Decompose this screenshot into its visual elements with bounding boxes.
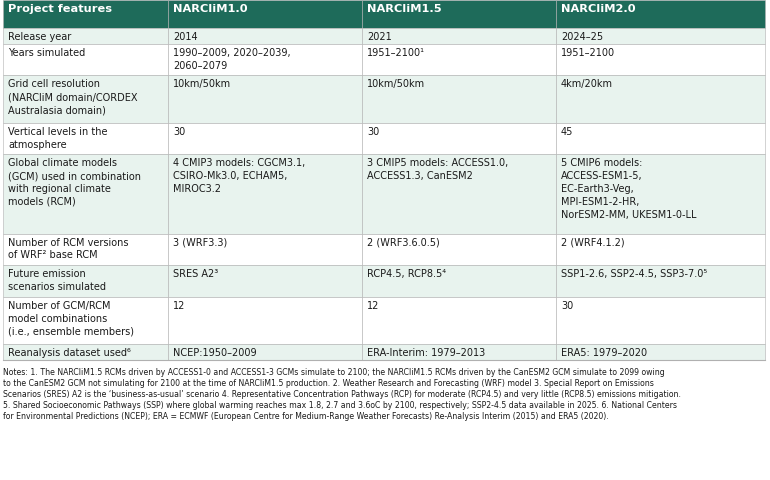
Text: Vertical levels in the
atmosphere: Vertical levels in the atmosphere <box>8 127 108 150</box>
Text: 2021: 2021 <box>367 32 392 42</box>
Bar <box>168 234 362 265</box>
Text: Number of GCM/RCM
model combinations
(i.e., ensemble members): Number of GCM/RCM model combinations (i.… <box>8 301 134 336</box>
Bar <box>3 123 168 155</box>
Text: 12: 12 <box>173 301 186 311</box>
Text: Grid cell resolution
(NARCliM domain/CORDEX
Australasia domain): Grid cell resolution (NARCliM domain/COR… <box>8 79 138 115</box>
Text: 10km/50km: 10km/50km <box>367 79 425 89</box>
Text: 30: 30 <box>367 127 380 137</box>
Bar <box>556 44 765 75</box>
Bar <box>3 234 168 265</box>
Text: 2 (WRF3.6.0.5): 2 (WRF3.6.0.5) <box>367 238 440 248</box>
Bar <box>3 344 168 360</box>
Text: SSP1-2.6, SSP2-4.5, SSP3-7.0⁵: SSP1-2.6, SSP2-4.5, SSP3-7.0⁵ <box>561 269 708 279</box>
Bar <box>556 0 765 28</box>
Text: 3 CMIP5 models: ACCESS1.0,
ACCESS1.3, CanESM2: 3 CMIP5 models: ACCESS1.0, ACCESS1.3, Ca… <box>367 158 508 181</box>
Text: Project features: Project features <box>8 4 112 14</box>
Text: Release year: Release year <box>8 32 72 42</box>
Text: NARCliM2.0: NARCliM2.0 <box>561 4 635 14</box>
Bar <box>556 265 765 297</box>
Bar <box>362 265 556 297</box>
Bar <box>3 75 168 123</box>
Bar <box>556 123 765 155</box>
Bar <box>3 0 168 28</box>
Text: 4km/20km: 4km/20km <box>561 79 613 89</box>
Bar <box>362 344 556 360</box>
Bar <box>362 123 556 155</box>
Bar <box>3 265 168 297</box>
Bar <box>556 155 765 234</box>
Text: 5 CMIP6 models:
ACCESS-ESM1-5,
EC-Earth3-Veg,
MPI-ESM1-2-HR,
NorESM2-MM, UKESM1-: 5 CMIP6 models: ACCESS-ESM1-5, EC-Earth3… <box>561 158 697 220</box>
Bar <box>168 123 362 155</box>
Bar <box>3 155 168 234</box>
Bar <box>3 44 168 75</box>
Text: Notes: 1. The NARCliM1.5 RCMs driven by ACCESS1-0 and ACCESS1-3 GCMs simulate to: Notes: 1. The NARCliM1.5 RCMs driven by … <box>3 368 681 421</box>
Text: Number of RCM versions
of WRF² base RCM: Number of RCM versions of WRF² base RCM <box>8 238 129 260</box>
Text: ERA-Interim: 1979–2013: ERA-Interim: 1979–2013 <box>367 348 485 358</box>
Bar <box>362 28 556 44</box>
Bar <box>3 28 168 44</box>
Text: 2024–25: 2024–25 <box>561 32 603 42</box>
Text: 12: 12 <box>367 301 380 311</box>
Bar <box>362 44 556 75</box>
Text: 30: 30 <box>173 127 186 137</box>
Bar <box>168 155 362 234</box>
Text: 2 (WRF4.1.2): 2 (WRF4.1.2) <box>561 238 624 248</box>
Text: Global climate models
(GCM) used in combination
with regional climate
models (RC: Global climate models (GCM) used in comb… <box>8 158 141 207</box>
Bar <box>556 297 765 344</box>
Bar <box>168 344 362 360</box>
Text: 30: 30 <box>561 301 573 311</box>
Text: NCEP:1950–2009: NCEP:1950–2009 <box>173 348 256 358</box>
Bar <box>362 75 556 123</box>
Text: NARCliM1.5: NARCliM1.5 <box>367 4 442 14</box>
Text: 2014: 2014 <box>173 32 198 42</box>
Text: 4 CMIP3 models: CGCM3.1,
CSIRO-Mk3.0, ECHAM5,
MIROC3.2: 4 CMIP3 models: CGCM3.1, CSIRO-Mk3.0, EC… <box>173 158 305 194</box>
Bar <box>3 297 168 344</box>
Text: NARCliM1.0: NARCliM1.0 <box>173 4 248 14</box>
Text: 3 (WRF3.3): 3 (WRF3.3) <box>173 238 227 248</box>
Bar <box>556 344 765 360</box>
Text: 45: 45 <box>561 127 574 137</box>
Bar <box>556 75 765 123</box>
Bar <box>362 0 556 28</box>
Bar <box>168 44 362 75</box>
Bar <box>362 234 556 265</box>
Bar <box>362 297 556 344</box>
Bar <box>362 155 556 234</box>
Bar <box>556 28 765 44</box>
Text: SRES A2³: SRES A2³ <box>173 269 218 279</box>
Text: RCP4.5, RCP8.5⁴: RCP4.5, RCP8.5⁴ <box>367 269 446 279</box>
Bar <box>168 297 362 344</box>
Text: ERA5: 1979–2020: ERA5: 1979–2020 <box>561 348 647 358</box>
Text: 10km/50km: 10km/50km <box>173 79 231 89</box>
Bar <box>168 265 362 297</box>
Bar <box>168 75 362 123</box>
Text: Reanalysis dataset used⁶: Reanalysis dataset used⁶ <box>8 348 131 358</box>
Bar <box>556 234 765 265</box>
Text: Future emission
scenarios simulated: Future emission scenarios simulated <box>8 269 106 292</box>
Bar <box>168 28 362 44</box>
Bar <box>168 0 362 28</box>
Text: Years simulated: Years simulated <box>8 48 85 58</box>
Text: 1990–2009, 2020–2039,
2060–2079: 1990–2009, 2020–2039, 2060–2079 <box>173 48 290 71</box>
Text: 1951–2100: 1951–2100 <box>561 48 615 58</box>
Text: 1951–2100¹: 1951–2100¹ <box>367 48 425 58</box>
